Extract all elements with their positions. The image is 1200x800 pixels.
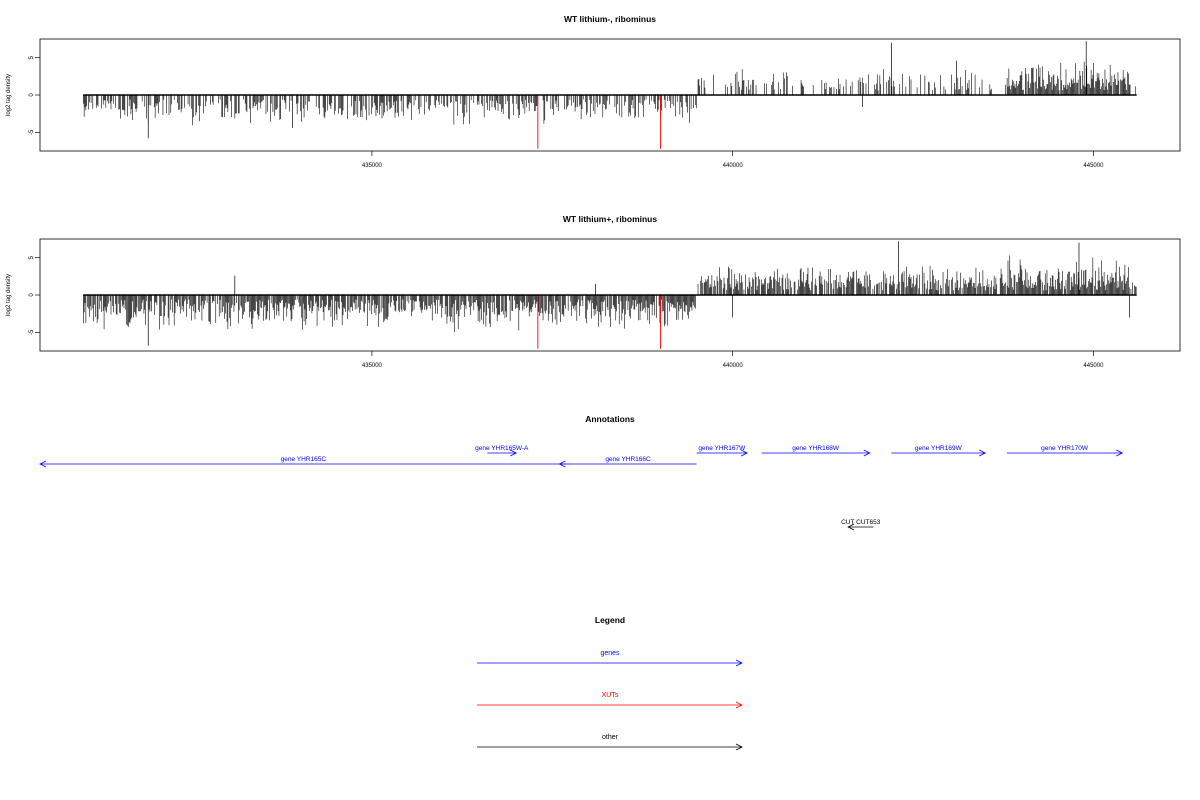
legend-label: XUTs [602,692,619,699]
gene-annotation: gene YHR165C [39,456,567,468]
legend-label: other [602,734,619,741]
gene-arrowhead [1116,449,1124,457]
gene-arrowhead [847,523,855,531]
y-tick-label: 0 [29,93,35,97]
gene-annotation: gene YHR168W [761,445,871,457]
legend-item: other [477,734,743,751]
track-plot-1: WT lithium-, ribominus 5 0 -5 log2 tag densi… [6,14,1181,169]
legend-panel: Legend genes XUTs other [477,615,743,751]
gene-annotation: gene YHR166C [558,456,697,468]
legend-item: genes [477,650,743,667]
x-tick-label: 435000 [362,163,383,169]
y-axis-label: log2 tag density [6,74,12,116]
annotations-panel: Annotations gene YHR165C gene YHR165W-A gen… [39,414,1124,531]
gene-arrowhead [510,449,518,457]
legend-arrowhead [735,659,743,667]
gene-label: gene YHR168W [792,445,840,452]
legend-label: genes [600,650,620,657]
plot-title: WT lithium+, ribominus [563,214,657,224]
legend-arrowhead [735,701,743,709]
track-plot-2: WT lithium+, ribominus 5 0 -5 log2 tag densi… [6,214,1181,369]
density-bars [82,241,1137,349]
legend-title: Legend [595,615,625,625]
x-tick-label: 445000 [1083,163,1104,169]
gene-label: gene YHR165C [281,456,327,463]
gene-label: gene YHR166C [605,456,651,463]
gene-arrowhead [863,449,871,457]
y-tick-label: 0 [29,293,35,297]
x-tick-label: 440000 [723,163,744,169]
density-bars [82,41,1136,149]
gene-arrowhead [558,460,566,468]
y-tick-label: -5 [29,129,35,135]
gene-arrowhead [979,449,987,457]
gene-label: gene YHR170W [1041,445,1089,452]
gene-annotation: gene YHR165W-A [475,445,529,457]
gene-annotation: gene YHR167W [696,445,748,457]
gene-label: gene YHR165W-A [475,445,529,452]
y-axis-label: log2 tag density [6,274,12,316]
gene-arrowhead [740,449,748,457]
gene-label: CUT CUT653 [841,519,881,526]
gene-label: gene YHR167W [698,445,746,452]
plots-layer: WT lithium-, ribominus 5 0 -5 log2 tag densi… [6,14,1181,369]
gene-annotation: gene YHR169W [891,445,987,457]
y-tick-label: -5 [29,329,35,335]
x-tick-label: 445000 [1083,363,1104,369]
legend-item: XUTs [477,692,743,709]
gene-label: gene YHR169W [915,445,963,452]
y-tick-label: 5 [29,255,35,259]
plot-title: WT lithium-, ribominus [564,14,656,24]
gene-annotation: gene YHR170W [1006,445,1124,457]
gene-arrowhead [39,460,47,468]
x-tick-label: 435000 [362,363,383,369]
x-tick-label: 440000 [723,363,744,369]
y-tick-label: 5 [29,55,35,59]
gene-annotation: CUT CUT653 [841,519,881,531]
annotations-title: Annotations [585,414,635,424]
legend-arrowhead [735,743,743,751]
